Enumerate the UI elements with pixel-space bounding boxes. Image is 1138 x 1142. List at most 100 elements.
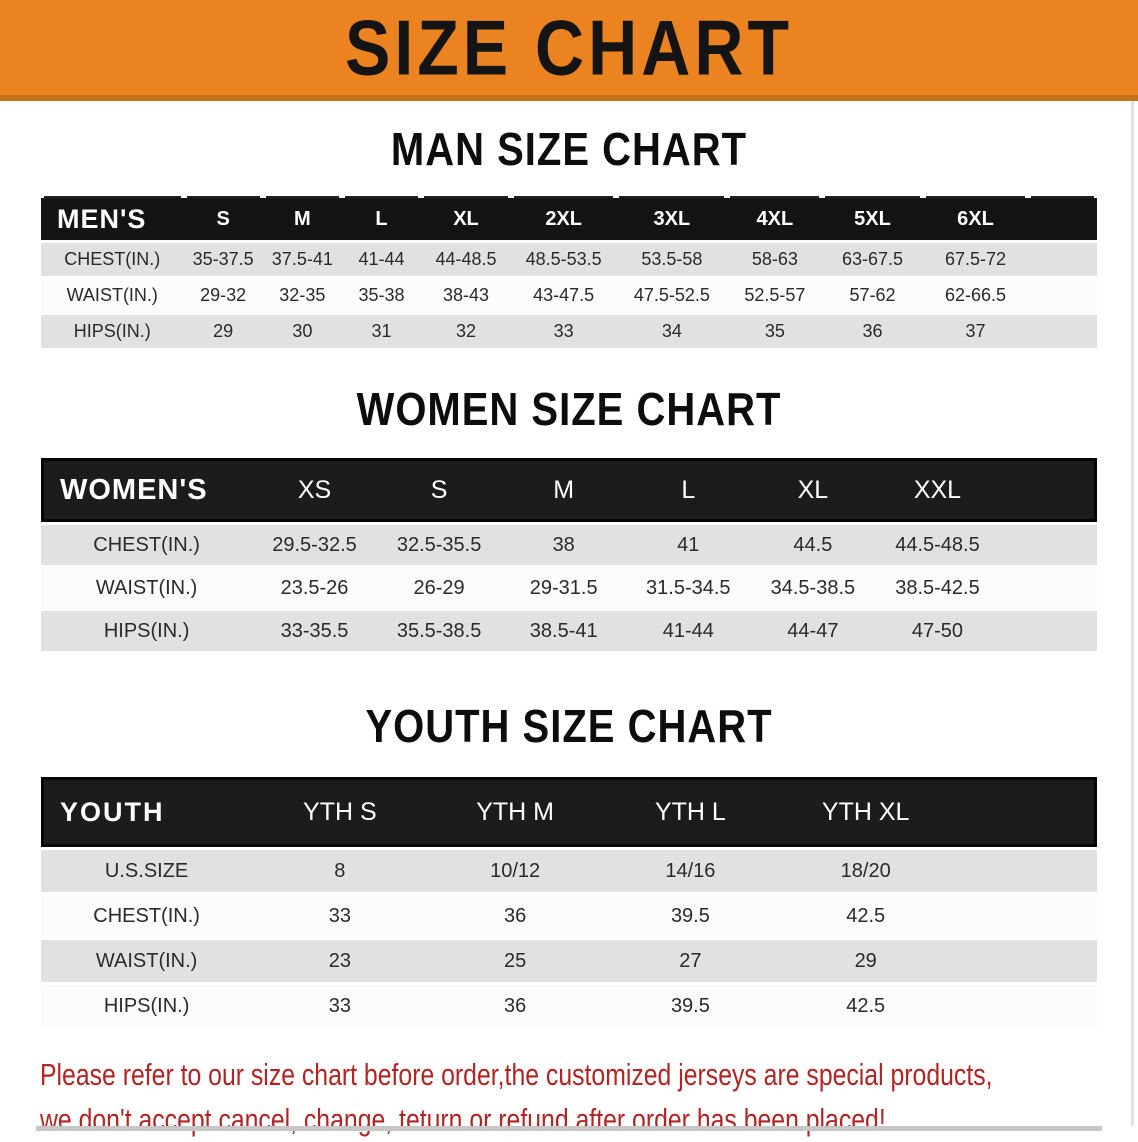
row-label: HIPS(IN.) (41, 985, 253, 1027)
youth-col-header: YTH M (427, 777, 603, 847)
disclaimer-line-1: Please refer to our size chart before or… (40, 1057, 993, 1092)
men-col-header: 6XL (922, 198, 1029, 240)
size-value: 18/20 (778, 850, 954, 892)
image-edge-bottom (36, 1126, 1102, 1131)
size-value: 33 (252, 985, 428, 1027)
spacer-cell (1028, 243, 1097, 276)
youth-corner-label: YOUTH (41, 777, 253, 847)
youth-hips-row: HIPS(IN.) 33 36 39.5 42.5 (41, 985, 1097, 1027)
spacer-cell (953, 777, 1097, 847)
spacer-cell (953, 940, 1097, 982)
size-value: 33 (252, 895, 428, 937)
size-value: 29-31.5 (501, 568, 626, 608)
image-edge-right (1131, 101, 1134, 1126)
size-value: 31 (341, 315, 422, 348)
men-col-header: 4XL (727, 198, 823, 240)
size-value: 41-44 (341, 243, 422, 276)
size-value: 57-62 (822, 279, 923, 312)
size-value: 29 (778, 940, 954, 982)
row-label: U.S.SIZE (41, 850, 253, 892)
spacer-cell (953, 985, 1097, 1027)
row-label: HIPS(IN.) (41, 611, 253, 651)
size-value: 42.5 (778, 895, 954, 937)
men-col-header: XL (421, 198, 511, 240)
women-col-header: XXL (875, 458, 1000, 522)
size-value: 36 (427, 985, 603, 1027)
size-value: 63-67.5 (822, 243, 923, 276)
section-heading-youth: YOUTH SIZE CHART (365, 701, 773, 753)
men-size-table: MEN'S S M L XL 2XL 3XL 4XL 5XL 6XL CHEST… (41, 195, 1097, 351)
women-waist-row: WAIST(IN.) 23.5-26 26-29 29-31.5 31.5-34… (41, 568, 1097, 608)
size-value: 35 (727, 315, 823, 348)
row-label: WAIST(IN.) (41, 568, 253, 608)
size-value: 33-35.5 (252, 611, 377, 651)
spacer-cell (999, 611, 1097, 651)
size-value: 47-50 (875, 611, 1000, 651)
women-corner-label: WOMEN'S (41, 458, 253, 522)
size-value: 38.5-42.5 (875, 568, 1000, 608)
disclaimer-line-2: we don't accept cancel, change, teturn o… (40, 1102, 886, 1137)
men-col-header: L (341, 198, 422, 240)
size-value: 35-38 (341, 279, 422, 312)
size-value: 35.5-38.5 (376, 611, 502, 651)
spacer-cell (953, 895, 1097, 937)
row-label: CHEST(IN.) (41, 243, 184, 276)
youth-col-header: YTH XL (778, 777, 954, 847)
size-value: 58-63 (727, 243, 823, 276)
size-value: 44-48.5 (421, 243, 511, 276)
row-label: HIPS(IN.) (41, 315, 184, 348)
men-chest-row: CHEST(IN.) 35-37.5 37.5-41 41-44 44-48.5… (41, 243, 1097, 276)
row-label: CHEST(IN.) (41, 525, 253, 565)
size-value: 33 (510, 315, 617, 348)
size-value: 32.5-35.5 (376, 525, 502, 565)
size-value: 39.5 (602, 895, 779, 937)
spacer-cell (1028, 315, 1097, 348)
size-value: 27 (602, 940, 779, 982)
women-chest-row: CHEST(IN.) 29.5-32.5 32.5-35.5 38 41 44.… (41, 525, 1097, 565)
men-col-header: 3XL (616, 198, 728, 240)
spacer-cell (999, 458, 1097, 522)
size-value: 35-37.5 (183, 243, 263, 276)
size-value: 29.5-32.5 (252, 525, 377, 565)
women-header-row: WOMEN'S XS S M L XL XXL (41, 458, 1097, 522)
youth-col-header: YTH L (602, 777, 779, 847)
size-value: 53.5-58 (616, 243, 728, 276)
spacer-cell (1028, 198, 1097, 240)
men-col-header: M (262, 198, 342, 240)
banner: SIZE CHART (0, 0, 1138, 101)
size-value: 41-44 (625, 611, 751, 651)
row-label: WAIST(IN.) (41, 940, 253, 982)
size-value: 31.5-34.5 (625, 568, 751, 608)
size-value: 44.5 (750, 525, 876, 565)
disclaimer: Please refer to our size chart before or… (0, 1052, 1138, 1142)
size-value: 44.5-48.5 (875, 525, 1000, 565)
size-value: 34.5-38.5 (750, 568, 876, 608)
women-col-header: M (501, 458, 626, 522)
size-value: 32-35 (262, 279, 342, 312)
size-value: 34 (616, 315, 728, 348)
youth-chest-row: CHEST(IN.) 33 36 39.5 42.5 (41, 895, 1097, 937)
size-value: 38-43 (421, 279, 511, 312)
size-value: 52.5-57 (727, 279, 823, 312)
women-col-header: S (376, 458, 502, 522)
size-value: 8 (252, 850, 428, 892)
men-corner-label: MEN'S (41, 198, 184, 240)
size-value: 10/12 (427, 850, 603, 892)
spacer-cell (953, 850, 1097, 892)
size-value: 67.5-72 (922, 243, 1029, 276)
women-col-header: XL (750, 458, 876, 522)
size-value: 30 (262, 315, 342, 348)
women-col-header: XS (252, 458, 377, 522)
size-value: 23.5-26 (252, 568, 377, 608)
youth-waist-row: WAIST(IN.) 23 25 27 29 (41, 940, 1097, 982)
size-value: 26-29 (376, 568, 502, 608)
banner-title: SIZE CHART (345, 3, 793, 92)
men-col-header: 2XL (510, 198, 617, 240)
size-value: 62-66.5 (922, 279, 1029, 312)
size-value: 47.5-52.5 (616, 279, 728, 312)
women-col-header: L (625, 458, 751, 522)
section-heading-women: WOMEN SIZE CHART (356, 384, 782, 436)
size-value: 29 (183, 315, 263, 348)
men-header-row: MEN'S S M L XL 2XL 3XL 4XL 5XL 6XL (41, 198, 1097, 240)
size-value: 37.5-41 (262, 243, 342, 276)
